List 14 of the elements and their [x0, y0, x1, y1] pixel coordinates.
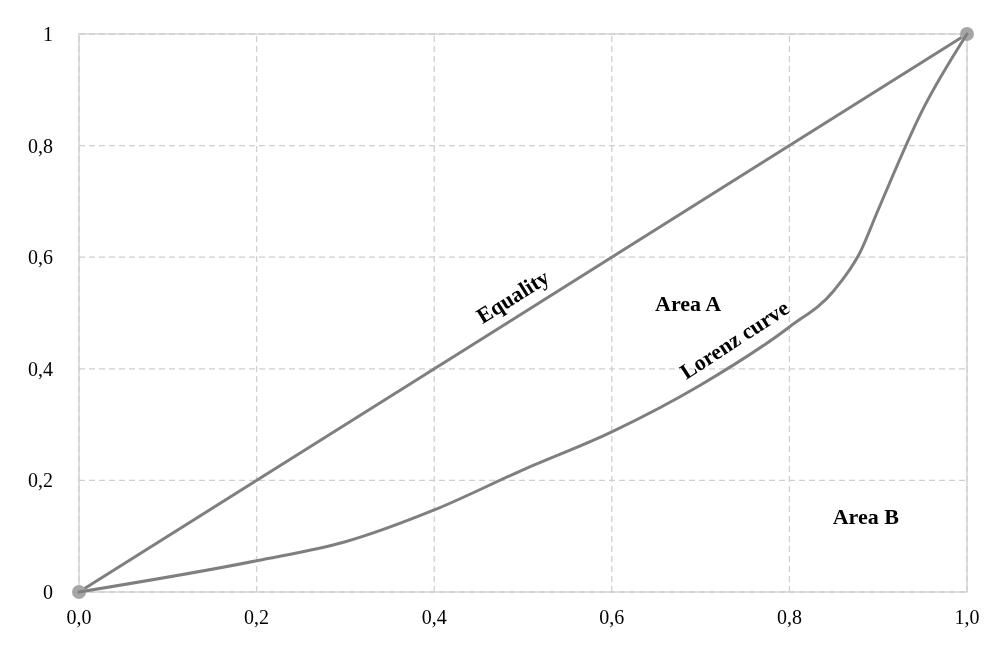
x-tick-label: 0,0 — [66, 606, 92, 628]
y-tick-label: 0 — [43, 581, 53, 603]
y-tick-label: 1 — [43, 23, 53, 45]
annotation: Area B — [832, 503, 900, 529]
x-tick-label: 1,0 — [954, 606, 980, 628]
y-tick-label: 0,6 — [28, 246, 53, 269]
x-tick-label: 0,4 — [421, 606, 447, 628]
x-tick-label: 0,6 — [599, 606, 625, 628]
x-tick-label: 0,2 — [244, 606, 270, 628]
annotation: Area A — [655, 290, 722, 316]
y-tick-label: 0,8 — [28, 134, 53, 157]
y-tick-label: 0,4 — [28, 357, 53, 380]
y-tick-label: 0,2 — [28, 469, 53, 492]
x-tick-label: 0,8 — [776, 606, 802, 628]
